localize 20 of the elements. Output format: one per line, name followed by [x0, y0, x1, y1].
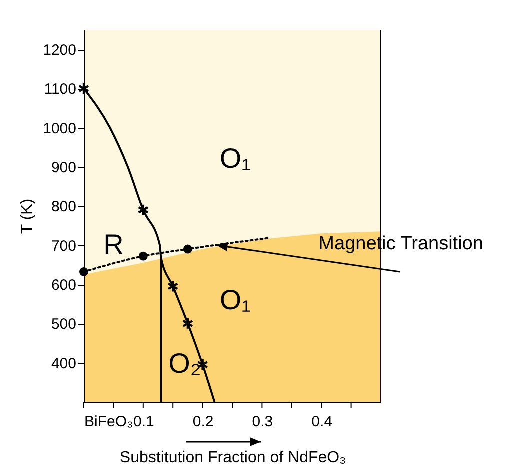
x-tick-label: 0.1	[133, 414, 154, 430]
y-tick-label: 700	[51, 238, 76, 255]
y-tick-label: 400	[51, 355, 76, 372]
x-tick-label: 0.2	[192, 414, 214, 430]
y-axis-title: T (K)	[19, 198, 36, 234]
annotation: O₁	[220, 284, 252, 316]
y-tick-label: 1000	[43, 120, 76, 138]
x-tick-label: 0.4	[312, 414, 333, 430]
y-tick-label: 800	[51, 198, 76, 216]
y-tick-label: 900	[51, 160, 76, 177]
annotation: O₂	[168, 348, 202, 379]
y-tick-label: 1200	[43, 42, 76, 60]
y-tick-label: 600	[51, 277, 76, 294]
x-tick-label: BiFeO₃	[84, 414, 134, 430]
annotation: R	[104, 228, 124, 260]
annotation: O₁	[220, 143, 252, 174]
y-tick-label: 1100	[44, 81, 76, 98]
x-tick-label: 0.3	[252, 414, 274, 430]
y-tick-label: 500	[51, 316, 76, 334]
x-axis-title: Substitution Fraction of NdFeO₃	[120, 450, 346, 466]
